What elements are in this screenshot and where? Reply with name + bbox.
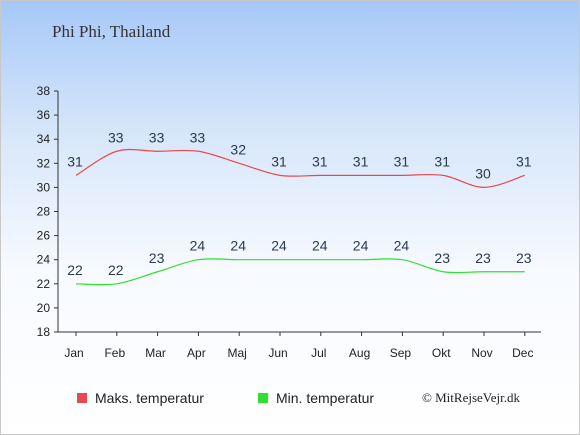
y-tick-label: 30 <box>37 180 51 194</box>
legend-label-max: Maks. temperatur <box>95 390 204 406</box>
y-tick-label: 20 <box>37 301 51 315</box>
data-label: 23 <box>434 250 450 266</box>
y-tick-label: 18 <box>37 325 51 339</box>
legend-label-min: Min. temperatur <box>276 390 375 406</box>
data-label: 31 <box>394 153 410 169</box>
data-label: 33 <box>108 129 124 145</box>
data-label: 23 <box>475 250 491 266</box>
y-tick-label: 34 <box>37 132 51 146</box>
data-labels: 31 33 33 33 32 31 31 31 31 31 30 31 22 22 23 24 24 24 24 24… <box>67 129 532 278</box>
y-tick-label: 26 <box>37 229 51 243</box>
x-tick-label: Mar <box>145 346 166 360</box>
legend-item-max: Maks. temperatur <box>77 390 204 406</box>
x-tick-label: Dec <box>512 346 533 360</box>
x-tick-label: Aug <box>349 346 370 360</box>
data-label: 31 <box>516 153 532 169</box>
legend-swatch-max <box>77 393 87 403</box>
data-label: 22 <box>67 262 83 278</box>
data-label: 31 <box>67 153 83 169</box>
y-tick-label: 24 <box>37 253 51 267</box>
data-label: 24 <box>190 238 206 254</box>
data-label: 31 <box>271 153 287 169</box>
y-tick-label: 36 <box>37 108 51 122</box>
y-tick-label: 22 <box>37 277 51 291</box>
x-tick-label: Okt <box>432 346 451 360</box>
data-label: 23 <box>149 250 165 266</box>
data-label: 32 <box>230 141 246 157</box>
x-tick-label: Jan <box>64 346 83 360</box>
x-tick-label: Maj <box>228 346 247 360</box>
data-label: 24 <box>312 238 328 254</box>
y-tick-label: 38 <box>37 84 51 98</box>
data-label: 33 <box>190 129 206 145</box>
x-tick-label: Nov <box>471 346 492 360</box>
x-tick-label: Apr <box>187 346 206 360</box>
series-lines <box>75 148 525 286</box>
data-label: 24 <box>394 238 410 254</box>
y-tick-label: 28 <box>37 205 51 219</box>
data-label: 22 <box>108 262 124 278</box>
data-label: 23 <box>516 250 532 266</box>
x-tick-label: Feb <box>104 346 125 360</box>
legend-item-min: Min. temperatur <box>258 390 374 406</box>
axes: 18 20 22 24 26 28 30 32 34 36 38 Jan Feb Mar Apr Maj Jun… <box>37 84 541 360</box>
credit-text: © MitRejseVejr.dk <box>422 390 520 405</box>
data-label: 31 <box>312 153 328 169</box>
data-label: 31 <box>353 153 369 169</box>
x-tick-label: Jul <box>311 346 326 360</box>
y-tick-label: 32 <box>37 156 51 170</box>
data-label: 31 <box>434 153 450 169</box>
x-tick-label: Sep <box>390 346 412 360</box>
x-tick-label: Jun <box>268 346 287 360</box>
data-label: 24 <box>353 238 369 254</box>
data-label: 24 <box>271 238 287 254</box>
series-line-min <box>75 258 525 286</box>
data-label: 30 <box>475 165 491 181</box>
chart-title: Phi Phi, Thailand <box>52 22 171 41</box>
series-line-max <box>75 148 525 189</box>
data-label: 24 <box>230 238 246 254</box>
legend-swatch-min <box>258 393 268 403</box>
data-label: 33 <box>149 129 165 145</box>
